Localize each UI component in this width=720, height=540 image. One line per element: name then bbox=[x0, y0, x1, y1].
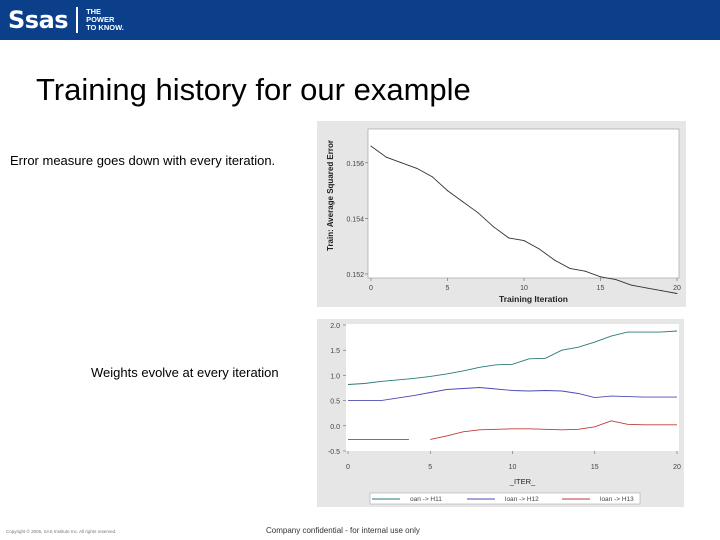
y-tick-label: -0.5 bbox=[328, 449, 340, 456]
error-point bbox=[600, 276, 601, 278]
error-point bbox=[538, 248, 540, 250]
logo-tagline: THE POWER TO KNOW. bbox=[86, 7, 124, 32]
y-tick-label: 0.5 bbox=[330, 399, 340, 406]
error-point bbox=[508, 237, 510, 239]
error-point bbox=[492, 226, 494, 228]
error-point bbox=[645, 287, 647, 289]
plot-area bbox=[346, 324, 679, 451]
plot-area bbox=[367, 128, 680, 279]
x-tick-label: 20 bbox=[673, 464, 681, 471]
weights-chart-svg: -0.5 0.0 0.5 1.0 1.5 2.0 0 5 10 15 20 _ITER_oan -> … bbox=[328, 323, 681, 505]
y-tick-label: 0.152 bbox=[346, 272, 364, 279]
x-tick-label: 0 bbox=[369, 285, 373, 292]
error-point bbox=[584, 270, 586, 272]
y-tick-label: 0.154 bbox=[346, 216, 364, 223]
error-point bbox=[554, 259, 556, 261]
x-tick-label: 20 bbox=[673, 285, 681, 292]
error-point bbox=[676, 292, 678, 294]
y-tick-label: 0.156 bbox=[346, 161, 364, 168]
y-tick-label: 1.0 bbox=[330, 373, 340, 380]
error-point bbox=[416, 167, 418, 169]
x-axis-label: Training Iteration bbox=[499, 294, 568, 304]
x-tick-label: 5 bbox=[428, 464, 432, 471]
caption-weights: Weights evolve at every iteration bbox=[91, 365, 279, 380]
sas-logo: Ssas THE POWER TO KNOW. bbox=[8, 4, 124, 36]
error-point bbox=[401, 162, 403, 164]
weight-series-line bbox=[347, 330, 678, 385]
y-axis-label: Train: Average Squared Error bbox=[326, 140, 335, 251]
error-point bbox=[447, 190, 448, 192]
header-bar: Ssas THE POWER TO KNOW. bbox=[0, 0, 720, 40]
x-tick-label: 10 bbox=[509, 464, 517, 471]
x-axis-label: _ITER_ bbox=[509, 477, 536, 486]
error-point bbox=[615, 279, 617, 281]
y-tick-label: 1.5 bbox=[330, 348, 340, 355]
logo-divider bbox=[76, 7, 79, 33]
error-chart-svg: 0.152 0.154 0.156 0 5 10 15 20 Training Iteratio… bbox=[326, 128, 681, 304]
error-point bbox=[523, 240, 525, 242]
x-tick-label: 15 bbox=[597, 285, 605, 292]
legend-label: loan -> H12 bbox=[505, 496, 539, 503]
x-tick-label: 5 bbox=[446, 285, 450, 292]
y-tick-label: 2.0 bbox=[330, 323, 340, 330]
weights-chart: -0.5 0.0 0.5 1.0 1.5 2.0 0 5 10 15 20 _ITER_oan -> … bbox=[317, 319, 684, 507]
footer-copyright: Copyright © 2006, SAS Institute Inc. All… bbox=[6, 529, 117, 534]
caption-error: Error measure goes down with every itera… bbox=[10, 153, 276, 168]
x-tick-label: 0 bbox=[346, 464, 350, 471]
footer-confidential: Company confidential - for internal use … bbox=[266, 526, 420, 535]
x-tick-label: 10 bbox=[520, 285, 528, 292]
legend-label: oan -> H11 bbox=[410, 496, 442, 503]
y-tick-label: 0.0 bbox=[330, 424, 340, 431]
error-point bbox=[661, 290, 663, 292]
error-point bbox=[370, 145, 372, 147]
logo-wordmark: Ssas bbox=[8, 6, 69, 34]
error-point bbox=[569, 267, 571, 269]
error-point bbox=[630, 284, 632, 286]
weight-series-line bbox=[430, 420, 677, 440]
legend-label: loan -> H13 bbox=[600, 496, 634, 503]
x-tick-label: 15 bbox=[591, 464, 599, 471]
weight-series-line bbox=[348, 387, 677, 402]
error-point bbox=[477, 212, 479, 214]
legend-box bbox=[369, 492, 641, 505]
error-chart: 0.152 0.154 0.156 0 5 10 15 20 Training Iteratio… bbox=[317, 121, 686, 307]
error-point bbox=[385, 156, 387, 158]
error-point bbox=[431, 176, 433, 178]
slide-title: Training history for our example bbox=[36, 72, 471, 107]
error-point bbox=[462, 201, 464, 203]
legend: oan -> H11 loan -> H12 loan -> H13 bbox=[369, 492, 641, 505]
